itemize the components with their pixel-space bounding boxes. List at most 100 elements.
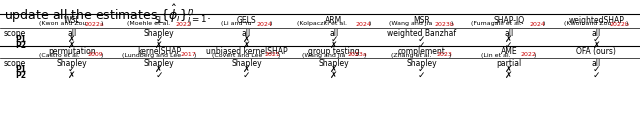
Text: ✗: ✗ [505,71,513,79]
Text: Shapley: Shapley [144,30,175,39]
Text: Shapley: Shapley [406,60,436,69]
Text: ✗: ✗ [593,41,600,49]
Text: OFA (ours): OFA (ours) [577,47,616,56]
Text: ✓: ✓ [593,71,600,79]
Text: ✓: ✓ [418,41,425,49]
Text: partial: partial [496,60,522,69]
Text: all: all [330,30,339,39]
Text: (Li and Yu: (Li and Yu [221,21,253,27]
Text: ✓: ✓ [418,35,425,44]
Text: WSL: WSL [63,16,80,25]
Text: ): ) [278,53,280,57]
Text: weighted Banzhaf: weighted Banzhaf [387,30,456,39]
Text: ): ) [188,21,191,27]
Text: 2021: 2021 [264,53,280,57]
Text: (Lundberg and Lee: (Lundberg and Lee [122,53,183,57]
Text: ✓: ✓ [418,71,425,79]
Text: (Lin et al.: (Lin et al. [481,53,513,57]
Text: MSR: MSR [413,16,430,25]
Text: ✓: ✓ [593,65,600,74]
Text: ✓: ✓ [156,71,163,79]
Text: Shapley: Shapley [56,60,87,69]
Text: update all the estimates $\{\hat{\phi}_i\}_{i=1}^n$.: update all the estimates $\{\hat{\phi}_i… [4,2,211,25]
Text: Shapley: Shapley [231,60,262,69]
Text: 2017: 2017 [180,53,196,57]
Text: 2022: 2022 [175,21,191,27]
Text: 2022b: 2022b [609,21,629,27]
Text: (Kwon and Zou: (Kwon and Zou [39,21,89,27]
Text: all: all [591,30,601,39]
Text: ): ) [449,53,451,57]
Text: ✗: ✗ [505,65,513,74]
Text: ✗: ✗ [243,41,250,49]
Text: Shapley: Shapley [144,60,175,69]
Text: ✓: ✓ [418,65,425,74]
Text: scope: scope [4,60,26,69]
Text: 2024: 2024 [355,21,371,27]
Text: complement: complement [397,47,445,56]
Text: (Fumagalli et al.: (Fumagalli et al. [472,21,524,27]
Text: (Covert and Lee: (Covert and Lee [212,53,265,57]
Text: ✗: ✗ [330,41,338,49]
Text: ✓: ✓ [68,65,76,74]
Text: weightedSHAP: weightedSHAP [568,16,624,25]
Text: P2: P2 [15,41,26,49]
Text: ✗: ✗ [330,65,338,74]
Text: permutation: permutation [48,47,95,56]
Text: ✓: ✓ [156,35,163,44]
Text: group testing: group testing [308,47,360,56]
Text: ✓: ✓ [243,71,250,79]
Text: P1: P1 [15,65,26,74]
Text: ): ) [368,21,371,27]
Text: ✓: ✓ [330,35,338,44]
Text: all: all [67,30,76,39]
Text: ✗: ✗ [68,41,76,49]
Text: ): ) [533,53,536,57]
Text: ): ) [101,21,103,27]
Text: GELS: GELS [237,16,257,25]
Text: AME: AME [500,47,517,56]
Text: P2: P2 [15,71,26,79]
Text: ): ) [101,53,103,57]
Text: 2023: 2023 [436,53,452,57]
Text: ✗: ✗ [68,35,76,44]
Text: 2009: 2009 [88,53,104,57]
Text: ): ) [451,21,453,27]
Text: ): ) [269,21,272,27]
Text: SL: SL [155,16,164,25]
Text: 2024: 2024 [530,21,546,27]
Text: (Moehle et al.: (Moehle et al. [127,21,172,27]
Text: (Kwon and Zou: (Kwon and Zou [564,21,613,27]
Text: 2022: 2022 [520,53,536,57]
Text: ✗: ✗ [68,71,76,79]
Text: (Kolpaczki et al.: (Kolpaczki et al. [296,21,349,27]
Text: 2023a: 2023a [347,53,367,57]
Text: ✗: ✗ [243,65,250,74]
Text: unbiased kernelSHAP: unbiased kernelSHAP [205,47,287,56]
Text: ): ) [625,21,628,27]
Text: ✗: ✗ [156,41,163,49]
Text: ): ) [193,53,196,57]
Text: ✗: ✗ [156,65,163,74]
Text: (Castro et al.: (Castro et al. [39,53,82,57]
Text: ✓: ✓ [505,41,513,49]
Text: ): ) [364,53,365,57]
Text: 2024: 2024 [257,21,272,27]
Text: (Zhang et al.: (Zhang et al. [390,53,433,57]
Text: Shapley: Shapley [319,60,349,69]
Text: ✗: ✗ [505,35,513,44]
Text: scope: scope [4,30,26,39]
Text: ARM: ARM [325,16,342,25]
Text: ✗: ✗ [243,35,250,44]
Text: all: all [242,30,251,39]
Text: kernelSHAP: kernelSHAP [137,47,181,56]
Text: 2022a: 2022a [84,21,104,27]
Text: (Wang and Jia: (Wang and Jia [389,21,435,27]
Text: ): ) [543,21,545,27]
Text: ✓: ✓ [593,35,600,44]
Text: ✗: ✗ [330,71,338,79]
Text: (Wang and Jia: (Wang and Jia [301,53,347,57]
Text: all: all [591,60,601,69]
Text: 2023b: 2023b [435,21,454,27]
Text: P1: P1 [15,35,26,44]
